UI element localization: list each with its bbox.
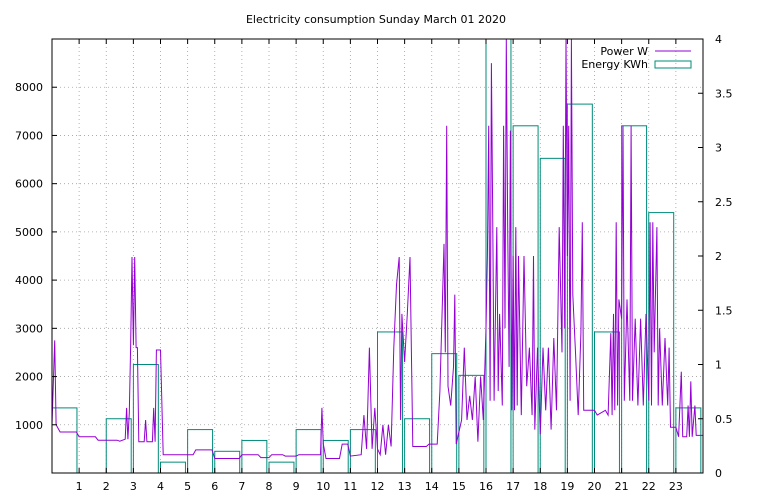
x-tick-label: 11 — [343, 480, 357, 493]
power-line — [51, 38, 703, 459]
energy-box — [377, 331, 403, 474]
energy-box — [404, 418, 431, 474]
energy-box — [160, 461, 186, 474]
y-tick-label: 3000 — [15, 322, 43, 335]
power-series-line — [51, 38, 703, 459]
x-tick-label: 2 — [103, 480, 110, 493]
x-tick-label: 6 — [211, 480, 218, 493]
y2-tick-label: 2.5 — [715, 196, 733, 209]
y-tick-label: 4000 — [15, 274, 43, 287]
legend-label-power: Power W — [600, 45, 648, 58]
y2-tick-label: 2 — [715, 250, 722, 263]
x-tick-label: 4 — [157, 480, 164, 493]
y2-tick-label: 1 — [715, 359, 722, 372]
x-tick-label: 22 — [642, 480, 656, 493]
x-tick-label: 13 — [398, 480, 412, 493]
x-tick-label: 21 — [615, 480, 629, 493]
energy-box — [214, 450, 241, 474]
x-tick-label: 19 — [560, 480, 574, 493]
x-tick-label: 5 — [184, 480, 191, 493]
y2-tick-label: 4 — [715, 33, 722, 46]
y2-tick-label: 0 — [715, 467, 722, 480]
x-axis-ticks: 1 2 3 4 5 6 7 8 9 10 11 12 13 14 15 16 17 18 19 20 21 22 23 — [76, 39, 683, 493]
y-tick-label: 1000 — [15, 419, 43, 432]
x-tick-label: 14 — [425, 480, 439, 493]
x-tick-label: 17 — [506, 480, 520, 493]
energy-box — [187, 429, 214, 474]
energy-box — [322, 439, 349, 474]
y2-tick-label: 0.5 — [715, 413, 733, 426]
x-tick-label: 20 — [588, 480, 602, 493]
legend: Power W Energy KWh — [581, 45, 692, 71]
x-tick-label: 10 — [316, 480, 330, 493]
energy-box — [268, 461, 295, 474]
x-tick-label: 16 — [479, 480, 493, 493]
chart-title: Electricity consumption Sunday March 01 … — [246, 13, 506, 26]
energy-boxes — [51, 38, 702, 474]
energy-box — [621, 125, 648, 474]
y-tick-label: 5000 — [15, 226, 43, 239]
x-tick-label: 3 — [130, 480, 137, 493]
legend-label-energy: Energy KWh — [581, 58, 648, 71]
x-tick-label: 8 — [266, 480, 273, 493]
x-tick-label: 9 — [293, 480, 300, 493]
y2-tick-label: 1.5 — [715, 304, 733, 317]
y-tick-label: 6000 — [15, 178, 43, 191]
x-tick-label: 12 — [371, 480, 385, 493]
y2-tick-label: 3.5 — [715, 87, 733, 100]
legend-swatch-energy — [654, 60, 692, 69]
x-tick-label: 18 — [533, 480, 547, 493]
x-tick-label: 15 — [452, 480, 466, 493]
x-tick-label: 1 — [76, 480, 83, 493]
y2-tick-label: 3 — [715, 142, 722, 155]
y2-axis-ticks: 0 0.5 1 1.5 2 2.5 3 3.5 4 — [698, 33, 733, 480]
y-tick-label: 7000 — [15, 129, 43, 142]
energy-box — [241, 439, 268, 474]
y-axis-ticks: 1000 2000 3000 4000 5000 6000 7000 8000 — [15, 81, 57, 432]
y-tick-label: 8000 — [15, 81, 43, 94]
x-tick-label: 7 — [238, 480, 245, 493]
x-tick-label: 23 — [669, 480, 683, 493]
y-tick-label: 2000 — [15, 371, 43, 384]
energy-box — [295, 429, 322, 474]
